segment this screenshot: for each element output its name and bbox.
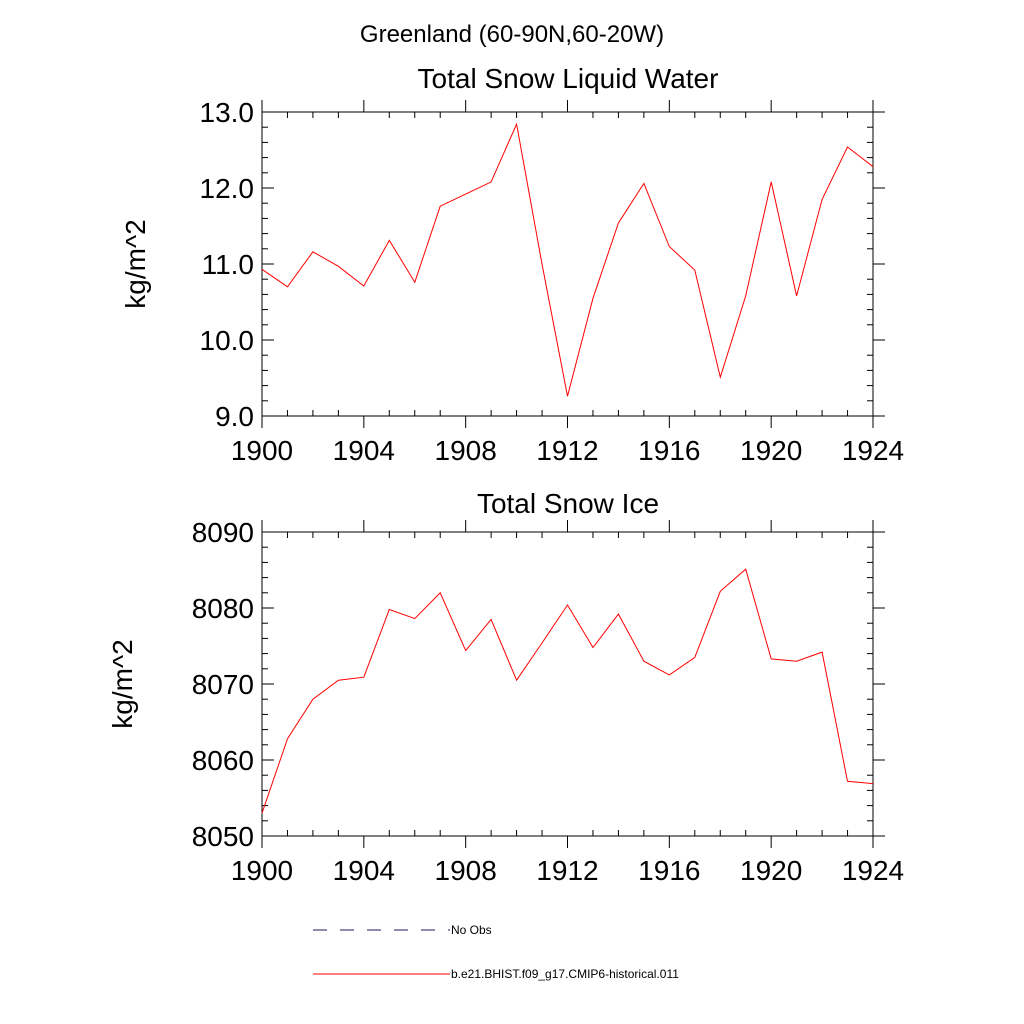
legend-label-no-obs: No Obs bbox=[451, 923, 492, 937]
panel-snow-liquid-water: Total Snow Liquid Water 1900 1904 1908 1912… bbox=[120, 63, 904, 466]
y-tick-label: 11.0 bbox=[202, 249, 254, 280]
ticks: 1900 1904 1908 1912 1916 1920 1924 8050 8060 8070… bbox=[192, 517, 904, 886]
x-tick-label: 1904 bbox=[333, 435, 395, 466]
x-tick-label: 1920 bbox=[740, 855, 802, 886]
x-tick-label: 1908 bbox=[435, 855, 497, 886]
legend: No Obs b.e21.BHIST.f09_g17.CMIP6-histori… bbox=[313, 923, 679, 981]
series-line bbox=[261, 122, 874, 397]
x-tick-label: 1900 bbox=[231, 855, 293, 886]
y-tick-label: 8090 bbox=[192, 517, 254, 548]
x-tick-label: 1916 bbox=[638, 855, 700, 886]
x-tick-label: 1924 bbox=[842, 435, 904, 466]
x-tick-label: 1924 bbox=[842, 855, 904, 886]
x-tick-label: 1908 bbox=[435, 435, 497, 466]
y-tick-label: 10.0 bbox=[200, 325, 255, 356]
x-tick-label: 1912 bbox=[536, 855, 598, 886]
x-tick-label: 1920 bbox=[740, 435, 802, 466]
y-tick-label: 8080 bbox=[192, 593, 254, 624]
series-line bbox=[261, 568, 874, 814]
x-tick-label: 1916 bbox=[638, 435, 700, 466]
y-axis-label: kg/m^2 bbox=[120, 219, 151, 308]
y-tick-label: 8060 bbox=[192, 745, 254, 776]
plot-frame bbox=[261, 111, 874, 417]
x-tick-label: 1900 bbox=[231, 435, 293, 466]
y-tick-label: 13.0 bbox=[200, 97, 255, 128]
y-tick-label: 12.0 bbox=[200, 173, 255, 204]
y-tick-label: 8070 bbox=[192, 669, 254, 700]
x-tick-label: 1912 bbox=[536, 435, 598, 466]
panel-title: Total Snow Liquid Water bbox=[418, 63, 719, 94]
series-group bbox=[261, 122, 874, 397]
x-tick-label: 1904 bbox=[333, 855, 395, 886]
series-group bbox=[261, 568, 874, 814]
ticks: 1900 1904 1908 1912 1916 1920 1924 9.0 10.0 11.0 1… bbox=[200, 97, 905, 466]
legend-label-model: b.e21.BHIST.f09_g17.CMIP6-historical.011 bbox=[451, 967, 679, 981]
panel-title: Total Snow Ice bbox=[477, 488, 659, 519]
y-tick-label: 9.0 bbox=[215, 401, 254, 432]
y-tick-label: 8050 bbox=[192, 821, 254, 852]
y-axis-label: kg/m^2 bbox=[107, 639, 138, 728]
plot-frame bbox=[261, 531, 874, 837]
figure-title: Greenland (60-90N,60-20W) bbox=[360, 21, 664, 48]
panel-snow-ice: Total Snow Ice 1900 1904 1908 1912 1916 1920 1… bbox=[107, 488, 904, 886]
